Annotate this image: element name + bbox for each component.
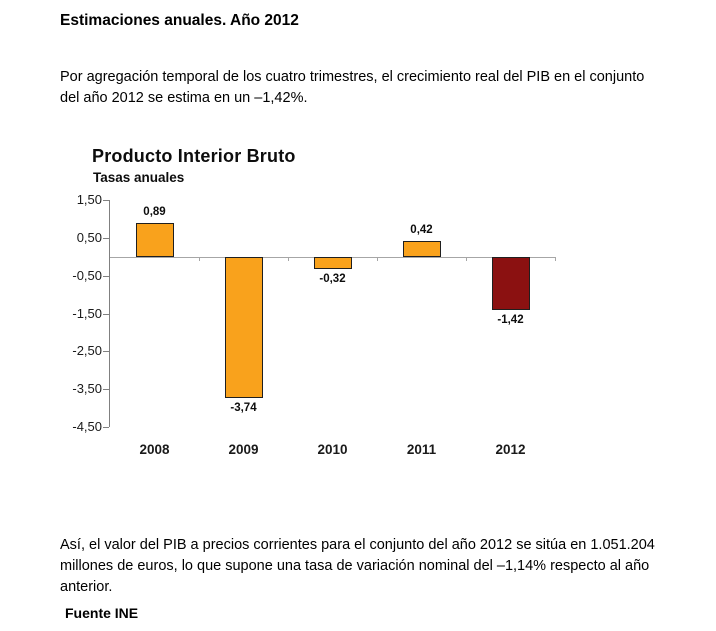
y-axis-line <box>109 200 110 427</box>
bar-value-label: 0,89 <box>143 206 166 219</box>
y-tick-label: 0,50 <box>76 229 102 245</box>
y-tick-label: -2,50 <box>72 343 102 359</box>
y-tick <box>103 389 109 391</box>
bar-value-label: -3,74 <box>230 402 257 415</box>
bar-2011 <box>402 240 441 257</box>
y-tick-label: 1,50 <box>76 192 102 207</box>
bar-value-label: 0,42 <box>410 223 433 236</box>
y-tick <box>103 351 109 353</box>
page-title: Estimaciones anuales. Año 2012 <box>60 12 299 29</box>
y-tick <box>103 313 109 315</box>
chart-title: Producto Interior Bruto <box>92 146 296 166</box>
bar-2010 <box>313 256 352 269</box>
bar-chart: 1,50 0,50 -0,50 -1,50 -2,50 -3,50 -4,50 0,89 200… <box>60 192 600 470</box>
bar-2008 <box>135 223 174 257</box>
y-tick <box>103 237 109 239</box>
intro-paragraph: Por agregación temporal de los cuatro tr… <box>60 69 645 106</box>
x-axis-label: 2012 <box>495 442 526 457</box>
category-tick <box>466 256 467 261</box>
x-axis-label: 2010 <box>317 442 348 457</box>
bar-value-label: -1,42 <box>497 314 524 327</box>
y-tick <box>103 200 109 201</box>
y-tick-label: -3,50 <box>72 381 102 397</box>
bar-2012 <box>491 256 530 311</box>
y-tick-label: -4,50 <box>72 419 102 434</box>
category-tick <box>199 256 200 261</box>
source-label: Fuente INE <box>65 605 139 621</box>
x-axis-label: 2009 <box>228 442 259 457</box>
x-axis-label: 2011 <box>406 442 437 457</box>
category-tick <box>555 256 556 261</box>
y-tick-label: -0,50 <box>72 267 102 283</box>
chart-subtitle: Tasas anuales <box>93 170 185 185</box>
x-axis-label: 2008 <box>139 442 170 457</box>
category-tick <box>377 256 378 261</box>
y-tick <box>103 427 109 428</box>
y-tick-label: -1,50 <box>72 305 102 321</box>
category-tick <box>288 256 289 261</box>
closing-paragraph: Así, el valor del PIB a precios corrient… <box>60 537 655 595</box>
bar-value-label: -0,32 <box>319 272 346 285</box>
y-tick <box>103 275 109 277</box>
bar-2009 <box>224 256 263 399</box>
